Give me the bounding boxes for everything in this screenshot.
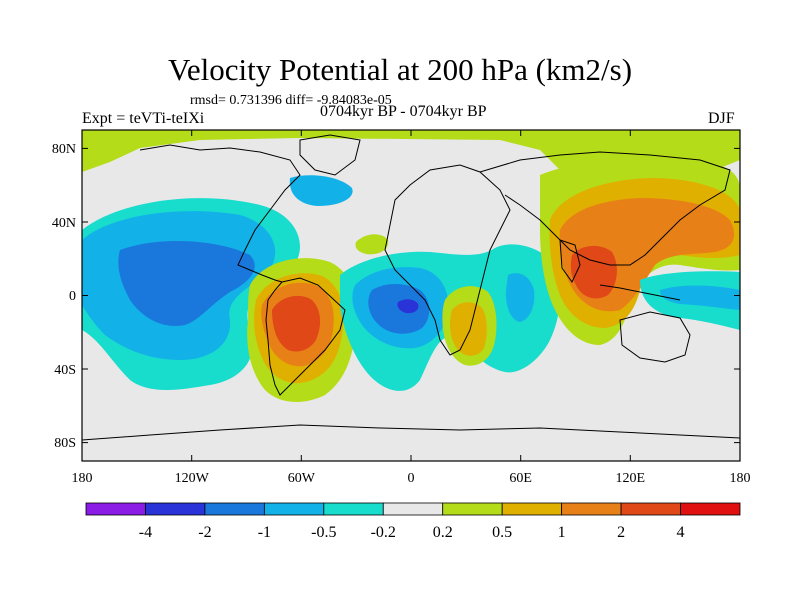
contour-atlantic-negative-inner: [368, 284, 430, 334]
stats-subtitle: rmsd= 0.731396 diff= -9.84083e-05: [190, 93, 392, 108]
x-tick-label: 120W: [175, 471, 210, 486]
contour-indian-negative: [505, 273, 535, 322]
colorbar-swatch: [442, 502, 503, 516]
contour-natlantic-positive: [355, 234, 389, 255]
colorbar-label: -0.2: [371, 524, 396, 541]
coast-indonesia: [599, 284, 681, 301]
colorbar-swatch: [85, 502, 146, 516]
contour-wpacific-negative-inner: [660, 285, 740, 310]
colorbar-label: 4: [677, 524, 685, 541]
period-label: 0704kyr BP - 0704kyr BP: [320, 103, 487, 120]
coast-asia: [479, 151, 731, 266]
colorbar-label: 2: [617, 524, 625, 541]
x-tick-label: 120E: [616, 471, 646, 486]
colorbar-swatch: [145, 502, 206, 516]
coast-india: [559, 239, 581, 283]
contour-field: [82, 130, 740, 402]
contour-samerica-positive-inner: [272, 295, 321, 352]
contour-pacific-negative-inner: [118, 240, 255, 326]
map-title: Velocity Potential at 200 hPa (km2/s): [167, 52, 633, 87]
coastlines: [82, 134, 740, 441]
x-tick-marks: [81, 130, 741, 461]
contour-atlantic-negative-core: [397, 299, 419, 314]
y-tick-label: 80N: [52, 142, 76, 157]
colorbar-label: 1: [558, 524, 566, 541]
colorbar-label: 0.2: [433, 524, 453, 541]
y-tick-marks: [82, 147, 740, 444]
y-tick-label: 40N: [52, 216, 76, 231]
colorbar-swatch: [204, 502, 265, 516]
contour-pacific-cyan-north: [289, 175, 353, 206]
contour-safrica-positive-inner: [450, 302, 487, 356]
colorbar-swatch: [620, 502, 681, 516]
colorbar-label: -2: [198, 524, 211, 541]
coast-greenland: [299, 134, 361, 176]
season-label: DJF: [708, 110, 735, 127]
colorbar-label: -0.5: [311, 524, 336, 541]
y-tick-label: 80S: [54, 436, 76, 451]
y-tick-label: 0: [69, 289, 76, 304]
colorbar: -4 -2 -1 -0.5 -0.2 0.2 0.5 1 2 4: [85, 502, 741, 541]
coast-north-america: [139, 144, 301, 283]
contour-arctic-positive: [82, 130, 740, 172]
colorbar-swatch: [323, 502, 384, 516]
coast-australia: [619, 311, 691, 363]
y-tick-label: 40S: [54, 363, 76, 378]
x-tick-label: 60E: [509, 471, 532, 486]
x-tick-label: 60W: [288, 471, 316, 486]
colorbar-swatch: [263, 502, 325, 516]
coast-south-america: [265, 277, 346, 396]
x-tick-label: 180: [730, 471, 751, 486]
coast-europe-africa: [384, 164, 511, 356]
x-tick-label: 0: [408, 471, 415, 486]
coast-antarctica: [82, 424, 740, 441]
colorbar-label: -4: [139, 524, 152, 541]
colorbar-swatch: [382, 502, 444, 516]
experiment-label: Expt = teVTi-teIXi: [82, 110, 205, 127]
colorbar-label: -1: [258, 524, 271, 541]
colorbar-swatch: [561, 502, 622, 516]
colorbar-swatch: [501, 502, 563, 516]
colorbar-swatch: [680, 502, 741, 516]
contour-asia-positive-inner: [570, 245, 617, 299]
colorbar-label: 0.5: [492, 524, 512, 541]
x-tick-label: 180: [72, 471, 93, 486]
